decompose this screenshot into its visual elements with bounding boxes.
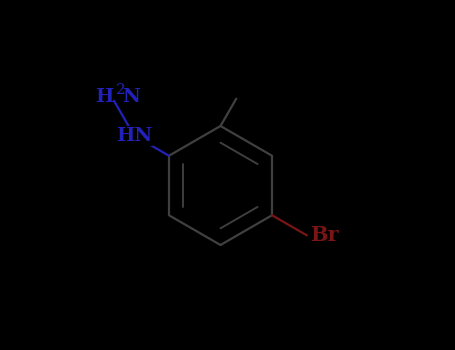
Text: N: N <box>121 88 140 106</box>
Text: HN: HN <box>116 127 152 145</box>
Text: 2: 2 <box>116 83 126 97</box>
Text: Br: Br <box>310 225 339 245</box>
Text: H: H <box>96 88 114 106</box>
